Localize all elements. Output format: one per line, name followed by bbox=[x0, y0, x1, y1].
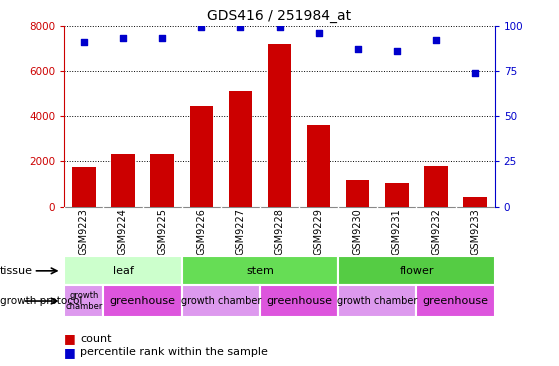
Bar bbox=[190, 106, 213, 207]
Text: GSM9223: GSM9223 bbox=[79, 208, 89, 255]
Title: GDS416 / 251984_at: GDS416 / 251984_at bbox=[207, 9, 352, 23]
Text: count: count bbox=[80, 333, 111, 344]
Bar bbox=[72, 167, 96, 207]
Text: GSM9232: GSM9232 bbox=[431, 208, 441, 255]
Text: flower: flower bbox=[399, 266, 434, 276]
Text: greenhouse: greenhouse bbox=[266, 296, 332, 306]
Text: GSM9230: GSM9230 bbox=[353, 208, 363, 255]
Point bbox=[392, 48, 401, 54]
Bar bbox=[424, 166, 448, 207]
Bar bbox=[182, 285, 260, 317]
Text: GSM9231: GSM9231 bbox=[392, 208, 402, 255]
Text: greenhouse: greenhouse bbox=[110, 296, 176, 306]
Point bbox=[275, 25, 284, 30]
Bar bbox=[64, 285, 103, 317]
Point bbox=[471, 70, 480, 76]
Text: growth
chamber: growth chamber bbox=[65, 291, 102, 311]
Text: percentile rank within the sample: percentile rank within the sample bbox=[80, 347, 268, 357]
Point bbox=[197, 25, 206, 30]
Text: GSM9229: GSM9229 bbox=[314, 208, 324, 255]
Point bbox=[432, 37, 440, 43]
Bar bbox=[416, 285, 495, 317]
Point bbox=[158, 36, 167, 41]
Text: greenhouse: greenhouse bbox=[423, 296, 489, 306]
Point bbox=[314, 30, 323, 36]
Bar bbox=[268, 44, 291, 207]
Point bbox=[236, 25, 245, 30]
Text: leaf: leaf bbox=[112, 266, 134, 276]
Text: ■: ■ bbox=[64, 332, 76, 345]
Bar bbox=[150, 154, 174, 207]
Bar bbox=[385, 183, 409, 207]
Bar bbox=[307, 125, 330, 207]
Text: GSM9228: GSM9228 bbox=[274, 208, 285, 255]
Point bbox=[119, 36, 127, 41]
Text: GSM9226: GSM9226 bbox=[196, 208, 206, 255]
Bar bbox=[463, 197, 487, 207]
Bar bbox=[229, 91, 252, 207]
Text: ■: ■ bbox=[64, 346, 76, 359]
Point bbox=[79, 39, 88, 45]
Bar bbox=[338, 256, 495, 285]
Bar bbox=[103, 285, 182, 317]
Text: GSM9233: GSM9233 bbox=[470, 208, 480, 255]
Bar bbox=[64, 256, 182, 285]
Bar bbox=[111, 154, 135, 207]
Bar bbox=[346, 180, 369, 207]
Text: GSM9225: GSM9225 bbox=[157, 208, 167, 255]
Text: stem: stem bbox=[246, 266, 274, 276]
Bar bbox=[260, 285, 338, 317]
Bar bbox=[182, 256, 338, 285]
Text: tissue: tissue bbox=[0, 266, 33, 276]
Text: growth protocol: growth protocol bbox=[0, 296, 82, 306]
Text: GSM9224: GSM9224 bbox=[118, 208, 128, 255]
Point bbox=[353, 46, 362, 52]
Text: growth chamber: growth chamber bbox=[337, 296, 418, 306]
Bar bbox=[338, 285, 416, 317]
Text: GSM9227: GSM9227 bbox=[235, 208, 245, 255]
Text: growth chamber: growth chamber bbox=[181, 296, 261, 306]
